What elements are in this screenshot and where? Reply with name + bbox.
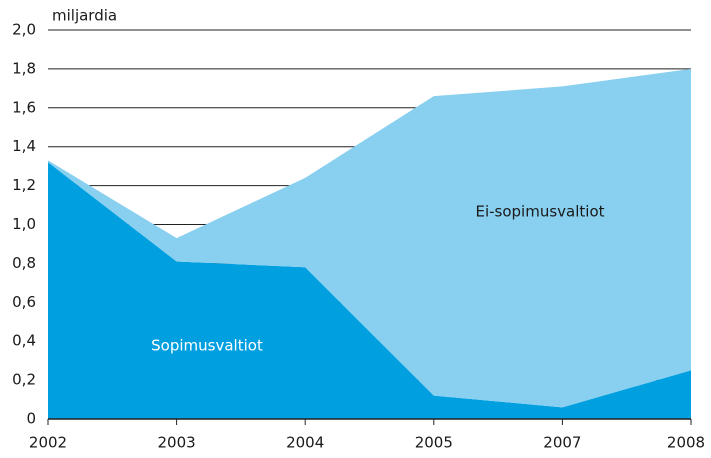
y-tick-label: 1,0: [12, 215, 36, 233]
x-tick-label: 2007: [543, 434, 581, 452]
x-tick-label: 2005: [415, 434, 453, 452]
x-tick-label: 2008: [667, 434, 705, 452]
y-axis-label: miljardia: [52, 7, 117, 25]
x-tick-label: 2003: [158, 434, 196, 452]
y-tick-label: 0,8: [12, 254, 36, 272]
y-tick-label: 1,4: [12, 137, 36, 155]
x-tick-label: 2004: [286, 434, 324, 452]
y-tick-label: 0,4: [12, 332, 36, 350]
area: [48, 68, 691, 408]
y-tick-label: 1,2: [12, 176, 36, 194]
y-tick-label: 0,2: [12, 371, 36, 389]
area: [48, 162, 691, 419]
y-tick-label: 1,8: [12, 59, 36, 77]
y-tick-label: 1,6: [12, 98, 36, 116]
series-label: Sopimusvaltiot: [151, 337, 263, 355]
y-tick-label: 2,0: [12, 21, 36, 39]
y-tick-label: 0: [26, 410, 36, 428]
series-label: Ei-sopimusvaltiot: [475, 203, 604, 221]
x-tick-label: 2002: [29, 434, 67, 452]
y-tick-label: 0,6: [12, 293, 36, 311]
